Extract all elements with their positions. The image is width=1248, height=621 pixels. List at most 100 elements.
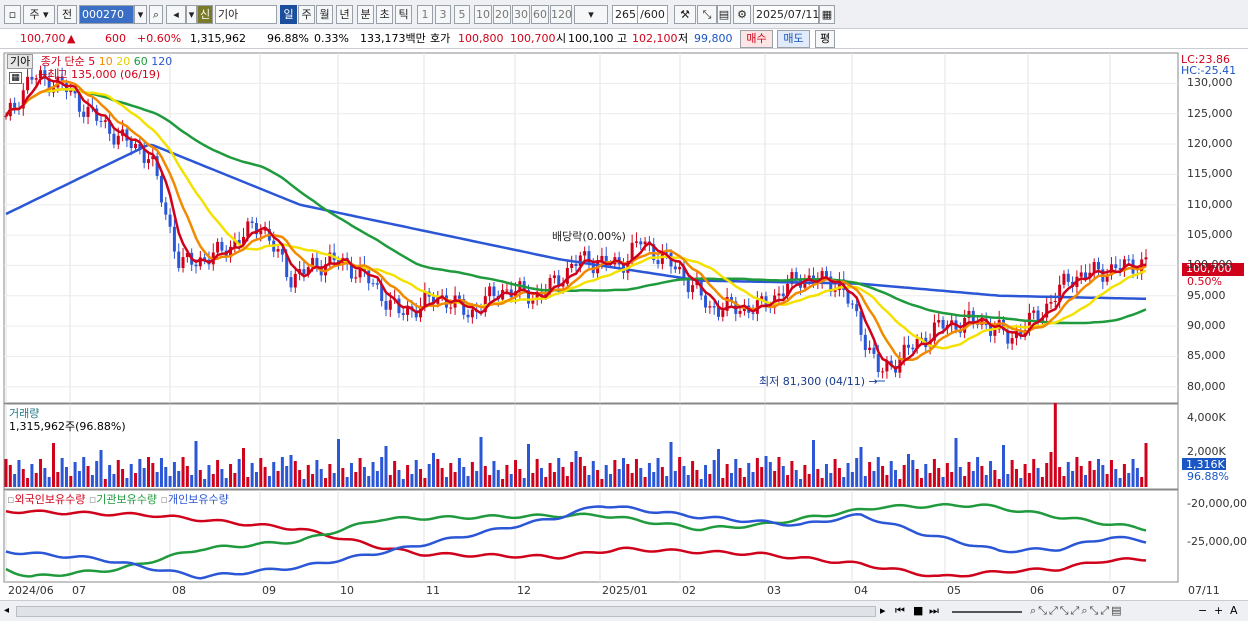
volume-bar	[69, 476, 73, 487]
stock-code-input[interactable]: 000270	[79, 5, 134, 24]
zoom-out-icon[interactable]: −	[1198, 604, 1208, 617]
sell-button[interactable]: 매도	[777, 30, 810, 48]
candle-body	[423, 291, 427, 306]
volume-bar	[1118, 478, 1122, 487]
candle-body	[535, 291, 539, 300]
volume-bar	[298, 470, 302, 487]
volume-bar	[423, 478, 427, 487]
tick-60[interactable]: 60	[531, 5, 549, 24]
volume-bar	[211, 474, 215, 487]
stock-tag[interactable]: 기아	[7, 54, 34, 69]
forward-icon[interactable]: ⏭	[929, 604, 939, 617]
tick-30[interactable]: 30	[512, 5, 530, 24]
volume-bar	[725, 464, 729, 487]
window-icon[interactable]: ▫	[4, 5, 21, 24]
volume-bar	[682, 466, 686, 487]
scroll-track[interactable]	[16, 606, 876, 617]
code-dropdown-icon[interactable]: ▾	[134, 5, 147, 24]
volume-bar	[233, 473, 237, 487]
candle-body	[859, 311, 863, 335]
candle-body	[824, 271, 828, 277]
tick-120[interactable]: 120	[550, 5, 572, 24]
zoom-in-icon[interactable]: +	[1214, 604, 1224, 617]
search-icon[interactable]: ⌕	[149, 5, 163, 24]
volume-bar	[280, 457, 284, 487]
buy-button[interactable]: 매수	[740, 30, 773, 48]
crosshair-icon[interactable]: ⤡	[697, 5, 717, 24]
speaker-icon[interactable]: ◂	[166, 5, 186, 24]
zoom-slider[interactable]	[952, 611, 1022, 613]
candle-body	[803, 280, 807, 288]
eval-button[interactable]: 평	[815, 30, 835, 48]
font-size-icon[interactable]: A	[1230, 604, 1238, 617]
period-tick[interactable]: 틱	[395, 5, 412, 24]
date-input[interactable]: 2025/07/11	[753, 5, 819, 24]
candle-body	[600, 255, 604, 263]
candle-body	[242, 236, 245, 244]
save-icon[interactable]: ▤	[717, 5, 731, 24]
period-minute[interactable]: 분	[357, 5, 374, 24]
candle-body	[138, 143, 142, 150]
market-select[interactable]: 주 ▾	[23, 5, 55, 24]
drawing-tools-icons[interactable]: ⌕⤡⤢⤡⤢⌕⤡⤢▤	[1030, 604, 1124, 617]
chart-tool-icon[interactable]: ⚒	[674, 5, 696, 24]
period-week[interactable]: 주	[298, 5, 315, 24]
candle-body	[375, 283, 379, 285]
volume-bar	[976, 457, 980, 487]
stock-name-field[interactable]: 기아	[215, 5, 277, 24]
volume-bar	[639, 468, 643, 487]
trade-amount: 133,173백만	[360, 32, 426, 45]
period-second[interactable]: 초	[376, 5, 393, 24]
volume-bar	[432, 453, 435, 487]
volume-bar	[358, 458, 362, 487]
candle-body	[721, 310, 725, 317]
volume-bar	[34, 473, 38, 487]
calendar-icon[interactable]: ▦	[819, 5, 835, 24]
volume-bar	[742, 477, 746, 487]
candle-body	[30, 76, 34, 80]
candle-body	[717, 307, 720, 317]
volume-bar	[898, 479, 902, 487]
ma-20-label: 20	[116, 55, 131, 68]
candle-body	[786, 283, 790, 297]
table-icon[interactable]: ▦	[9, 72, 22, 84]
candle-body	[846, 289, 850, 304]
tick-10[interactable]: 10	[474, 5, 492, 24]
speaker-dropdown-icon[interactable]: ▾	[186, 5, 197, 24]
x-axis-label: 12	[517, 584, 531, 597]
scroll-left-icon[interactable]: ◂	[4, 605, 10, 616]
candle-body	[868, 347, 872, 350]
candle-body	[293, 273, 297, 288]
candle-body	[932, 322, 936, 341]
custom-period-select[interactable]: ▾	[574, 5, 608, 24]
period-year[interactable]: 년	[336, 5, 353, 24]
stop-icon[interactable]: ■	[913, 604, 924, 617]
price-tick-label: 80,000	[1187, 379, 1226, 393]
current-volume-tag: 1,316K	[1186, 458, 1225, 471]
count-input[interactable]: 265	[612, 5, 638, 24]
tick-20[interactable]: 20	[493, 5, 511, 24]
volume-bar	[90, 475, 94, 487]
volume-bar	[544, 477, 548, 487]
volume-bar	[375, 471, 379, 487]
candle-body	[492, 286, 496, 296]
tick-1[interactable]: 1	[417, 5, 433, 24]
tick-3[interactable]: 3	[435, 5, 451, 24]
volume-bar	[496, 470, 500, 487]
volume-bar	[393, 461, 397, 487]
chart-canvas[interactable]	[0, 49, 1248, 600]
market2-select[interactable]: 전	[57, 5, 77, 24]
change-percent: +0.60%	[137, 32, 182, 45]
tick-5[interactable]: 5	[454, 5, 470, 24]
scroll-right-icon[interactable]: ▸	[880, 604, 886, 617]
volume-bar	[285, 466, 289, 487]
candle-body	[449, 307, 453, 309]
period-month[interactable]: 월	[316, 5, 333, 24]
period-day[interactable]: 일	[280, 5, 297, 24]
volume-value: 1,315,962	[190, 32, 246, 45]
gear-icon[interactable]: ⚙	[733, 5, 751, 24]
rewind-icon[interactable]: ⏮	[895, 604, 905, 617]
price-tick-label: 100,000	[1187, 258, 1233, 272]
legend-foreign: 외국인보유수량	[14, 493, 86, 506]
candle-body	[125, 129, 129, 141]
